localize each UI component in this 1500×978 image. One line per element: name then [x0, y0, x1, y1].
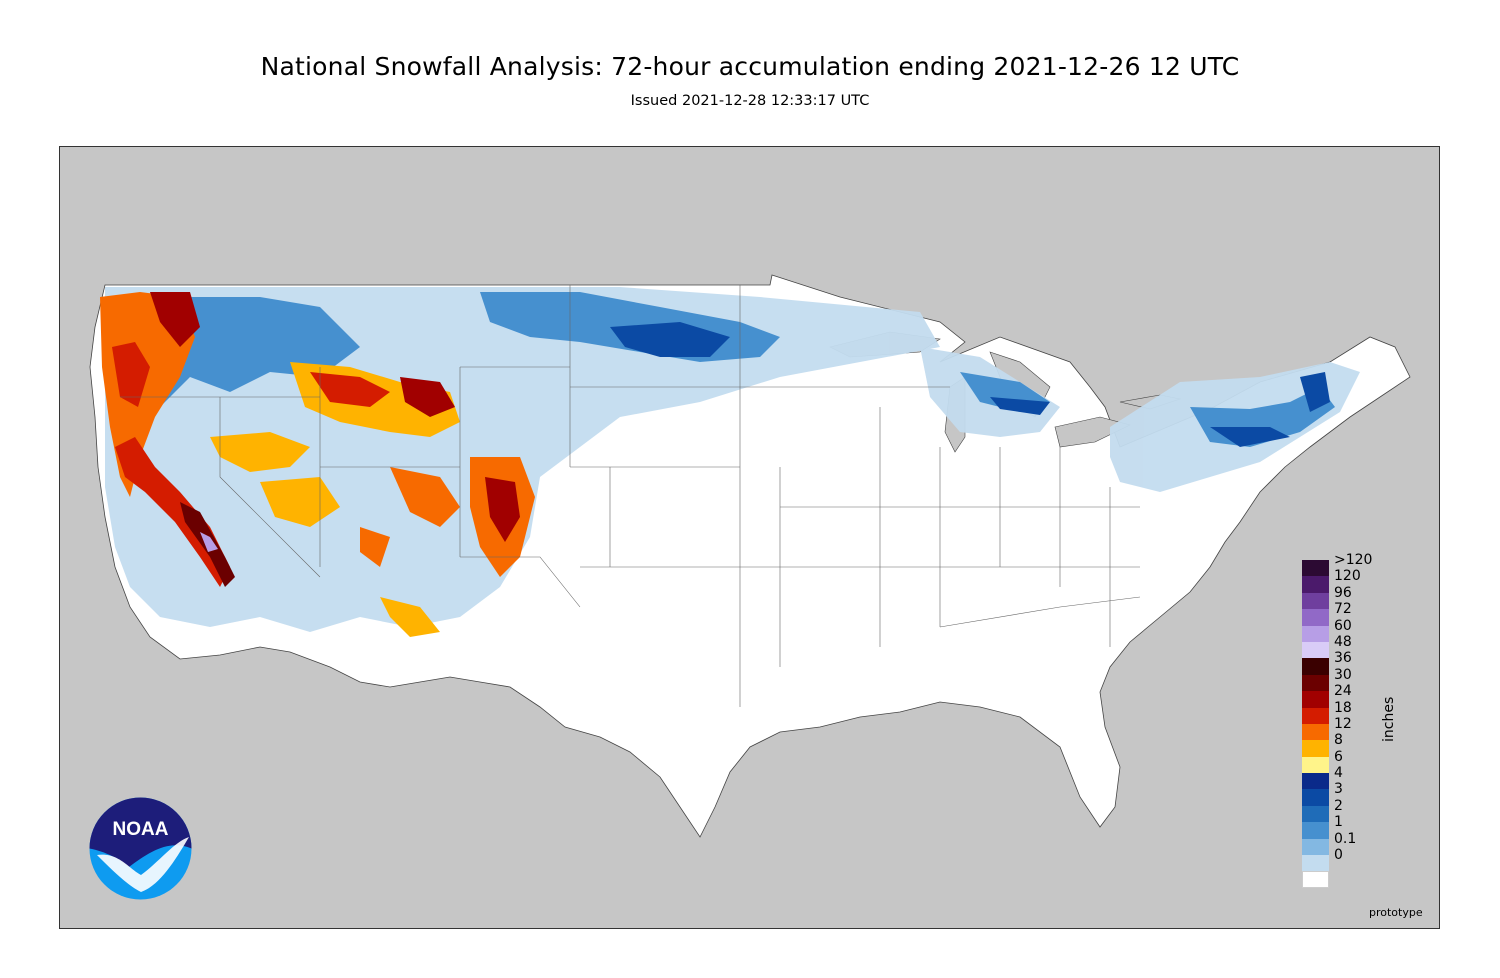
- legend-label: 4: [1334, 765, 1343, 782]
- legend-swatch: [1302, 625, 1329, 642]
- legend-label: 0: [1334, 847, 1343, 864]
- legend-swatch: [1302, 773, 1329, 790]
- legend-swatch: [1302, 691, 1329, 708]
- snow-cover-heavy-blue: [610, 322, 1330, 447]
- legend-row: 0.1: [1302, 831, 1432, 856]
- legend-label: 6: [1334, 748, 1343, 765]
- legend-label: 96: [1334, 584, 1352, 601]
- legend-row: 18: [1302, 700, 1432, 724]
- legend-row: 96: [1302, 585, 1432, 610]
- legend-row: 2: [1302, 798, 1432, 823]
- legend-swatch: [1302, 789, 1329, 806]
- snowfall-map: [59, 146, 1440, 929]
- legend-swatch: [1302, 641, 1329, 659]
- legend-row: 48: [1302, 634, 1432, 659]
- legend-swatch: [1302, 592, 1329, 610]
- prototype-label: prototype: [1369, 906, 1423, 919]
- legend-swatch: [1302, 658, 1329, 675]
- legend-label: 0.1: [1334, 830, 1357, 847]
- legend-row: [1302, 871, 1432, 888]
- legend-swatch: [1302, 756, 1329, 774]
- legend-label: 18: [1334, 699, 1352, 716]
- legend-label: 2: [1334, 797, 1343, 814]
- legend-label: 24: [1334, 683, 1352, 700]
- legend-swatch: [1302, 822, 1329, 839]
- legend-label: 60: [1334, 617, 1352, 634]
- legend-swatch: [1302, 871, 1329, 888]
- legend-label: 30: [1334, 666, 1352, 683]
- legend-label: >120: [1334, 552, 1373, 568]
- legend-row: 4: [1302, 765, 1432, 790]
- legend-label: 48: [1334, 633, 1352, 650]
- legend-row: 36: [1302, 650, 1432, 675]
- legend-row: 12: [1302, 716, 1432, 741]
- legend-row: 8: [1302, 732, 1432, 757]
- legend-swatch: [1302, 740, 1329, 757]
- legend-swatch: [1302, 723, 1329, 741]
- legend-row: 60: [1302, 618, 1432, 642]
- snow-cover-western-heavy: [100, 292, 535, 637]
- legend-swatch: [1302, 838, 1329, 856]
- legend-swatch: [1302, 560, 1329, 577]
- legend-label: 72: [1334, 601, 1352, 618]
- map-canvas: [89, 274, 1411, 838]
- legend-row: >120: [1302, 552, 1432, 577]
- legend-row: 24: [1302, 683, 1432, 708]
- state-boundaries: [120, 285, 1141, 707]
- legend-row: 3: [1302, 781, 1432, 806]
- legend-row: 72: [1302, 601, 1432, 626]
- legend-swatch: [1302, 707, 1329, 724]
- legend-label: 1: [1334, 814, 1343, 831]
- noaa-logo-text: NOAA: [113, 819, 169, 840]
- legend-units-label: inches: [1381, 696, 1397, 742]
- legend: >120 120 96 72 60 48 36 30 24 18 12 8 6 4 3 2 1 0.1 0: [1302, 552, 1432, 888]
- legend-swatch: [1302, 855, 1329, 872]
- legend-row: 120: [1302, 568, 1432, 593]
- noaa-logo: NOAA: [89, 797, 192, 900]
- legend-row: 6: [1302, 749, 1432, 774]
- legend-row: 30: [1302, 667, 1432, 692]
- legend-label: 3: [1334, 781, 1343, 798]
- legend-label: 8: [1334, 732, 1343, 749]
- map-title: National Snowfall Analysis: 72-hour accu…: [260, 52, 1240, 81]
- legend-swatch: [1302, 674, 1329, 692]
- legend-label: 12: [1334, 715, 1352, 732]
- legend-swatch: [1302, 609, 1329, 626]
- legend-row: 1: [1302, 814, 1432, 839]
- legend-swatch: [1302, 805, 1329, 823]
- legend-label: 36: [1334, 650, 1352, 667]
- legend-row: 0: [1302, 847, 1432, 872]
- legend-label: 120: [1334, 568, 1361, 585]
- legend-swatch: [1302, 576, 1329, 593]
- issued-timestamp: Issued 2021-12-28 12:33:17 UTC: [630, 93, 870, 109]
